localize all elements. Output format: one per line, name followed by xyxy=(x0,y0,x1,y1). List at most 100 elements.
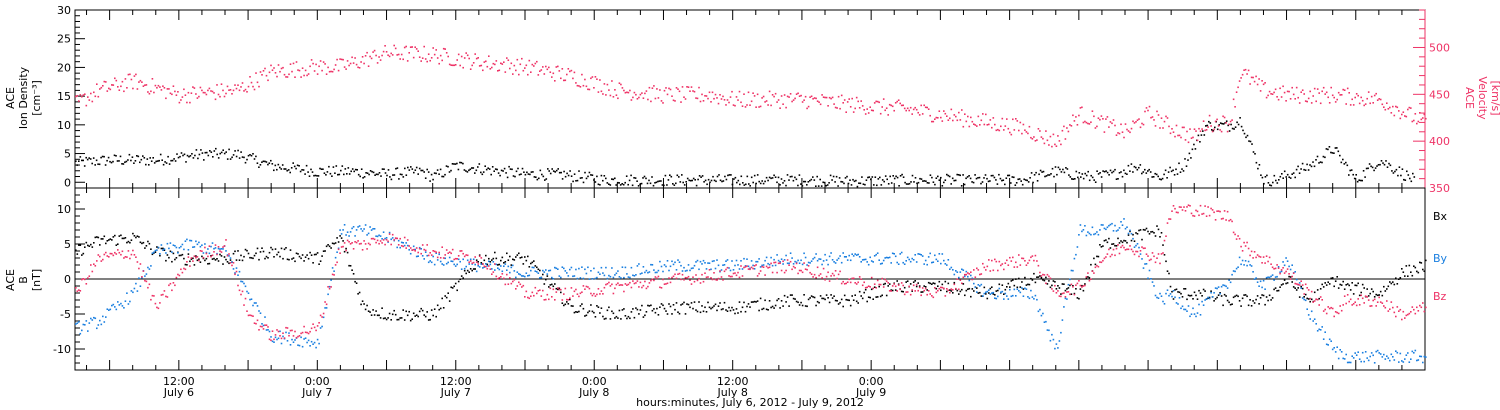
density-point xyxy=(1078,172,1081,174)
velocity-point xyxy=(672,99,675,102)
density-point xyxy=(929,174,932,176)
bx-point xyxy=(903,286,906,289)
bz-point xyxy=(340,246,343,248)
by-point xyxy=(213,247,215,250)
by-point xyxy=(1249,264,1251,266)
velocity-point xyxy=(940,116,942,119)
density-point xyxy=(612,178,615,181)
bx-point xyxy=(235,259,238,261)
bz-point xyxy=(1423,310,1426,313)
by-point xyxy=(403,244,406,247)
bz-point xyxy=(684,276,687,279)
by-point xyxy=(567,275,570,277)
bz-point xyxy=(1404,317,1406,319)
by-point xyxy=(494,269,496,271)
bz-point xyxy=(477,263,479,265)
density-point xyxy=(1033,174,1036,176)
density-point xyxy=(672,183,674,185)
by-point xyxy=(1057,347,1059,349)
bz-point xyxy=(1398,310,1400,312)
velocity-point xyxy=(468,57,470,60)
by-point xyxy=(615,272,618,275)
by-point xyxy=(1151,281,1154,283)
bz-point xyxy=(189,265,191,267)
bx-point xyxy=(512,258,514,261)
velocity-point xyxy=(582,84,585,87)
bz-point xyxy=(483,265,486,268)
bz-point xyxy=(1069,293,1071,296)
density-point xyxy=(392,174,394,176)
bz-point xyxy=(881,277,883,280)
by-point xyxy=(810,260,813,262)
by-point xyxy=(486,265,489,267)
bz-point xyxy=(870,276,873,279)
velocity-point xyxy=(1072,114,1074,117)
x-tick-label: 12:00 xyxy=(163,375,195,388)
by-point xyxy=(1124,227,1127,230)
velocity-point xyxy=(542,66,544,68)
bx-point xyxy=(674,308,676,311)
bz-point xyxy=(397,244,400,246)
velocity-point xyxy=(1052,133,1055,136)
velocity-point xyxy=(1267,94,1269,97)
velocity-point xyxy=(408,52,410,54)
velocity-point xyxy=(702,100,705,102)
b-axis-label-line2: B xyxy=(17,276,30,284)
by-point xyxy=(318,342,320,345)
bz-point xyxy=(828,280,831,282)
bz-point xyxy=(575,288,577,291)
by-point xyxy=(861,259,864,261)
by-point xyxy=(108,309,110,311)
density-point xyxy=(792,179,795,182)
bx-point xyxy=(947,282,950,285)
bz-point xyxy=(965,273,968,276)
velocity-point xyxy=(486,65,489,68)
by-point xyxy=(1235,267,1238,270)
density-point xyxy=(204,151,207,154)
velocity-point xyxy=(1330,86,1332,89)
velocity-point xyxy=(366,51,368,54)
density-point xyxy=(771,177,774,179)
density-point xyxy=(1353,177,1356,180)
velocity-point xyxy=(581,73,583,76)
velocity-point xyxy=(867,112,870,114)
by-point xyxy=(491,268,493,270)
density-point xyxy=(100,156,102,159)
velocity-point xyxy=(536,60,538,63)
velocity-point xyxy=(1399,117,1402,120)
by-point xyxy=(979,285,981,287)
by-point xyxy=(482,267,484,269)
velocity-point xyxy=(824,96,826,99)
by-point xyxy=(210,245,212,248)
by-point xyxy=(1061,319,1064,321)
by-point xyxy=(1246,264,1248,267)
density-point xyxy=(652,184,655,187)
density-point xyxy=(1221,122,1223,125)
velocity-point xyxy=(894,102,897,104)
bx-point xyxy=(396,318,398,321)
density-point xyxy=(1057,166,1060,169)
density-point xyxy=(97,163,99,165)
density-point xyxy=(207,154,210,157)
by-point xyxy=(837,257,840,260)
bx-point xyxy=(1015,278,1017,280)
velocity-point xyxy=(934,118,936,120)
bz-point xyxy=(482,263,484,265)
bx-point xyxy=(716,309,718,312)
bz-point xyxy=(716,279,718,281)
bx-point xyxy=(220,255,223,257)
velocity-point xyxy=(521,57,523,60)
bz-point xyxy=(937,289,939,292)
bx-point xyxy=(1013,284,1016,287)
bx-point xyxy=(283,248,286,251)
bx-point xyxy=(551,283,553,286)
velocity-point xyxy=(1231,119,1233,121)
by-point xyxy=(225,250,227,252)
bx-point xyxy=(579,305,582,307)
bz-point xyxy=(450,252,452,255)
velocity-point xyxy=(647,98,649,101)
by-point xyxy=(543,271,546,273)
by-point xyxy=(1319,329,1322,331)
bx-point xyxy=(1367,295,1370,297)
by-point xyxy=(466,259,469,262)
